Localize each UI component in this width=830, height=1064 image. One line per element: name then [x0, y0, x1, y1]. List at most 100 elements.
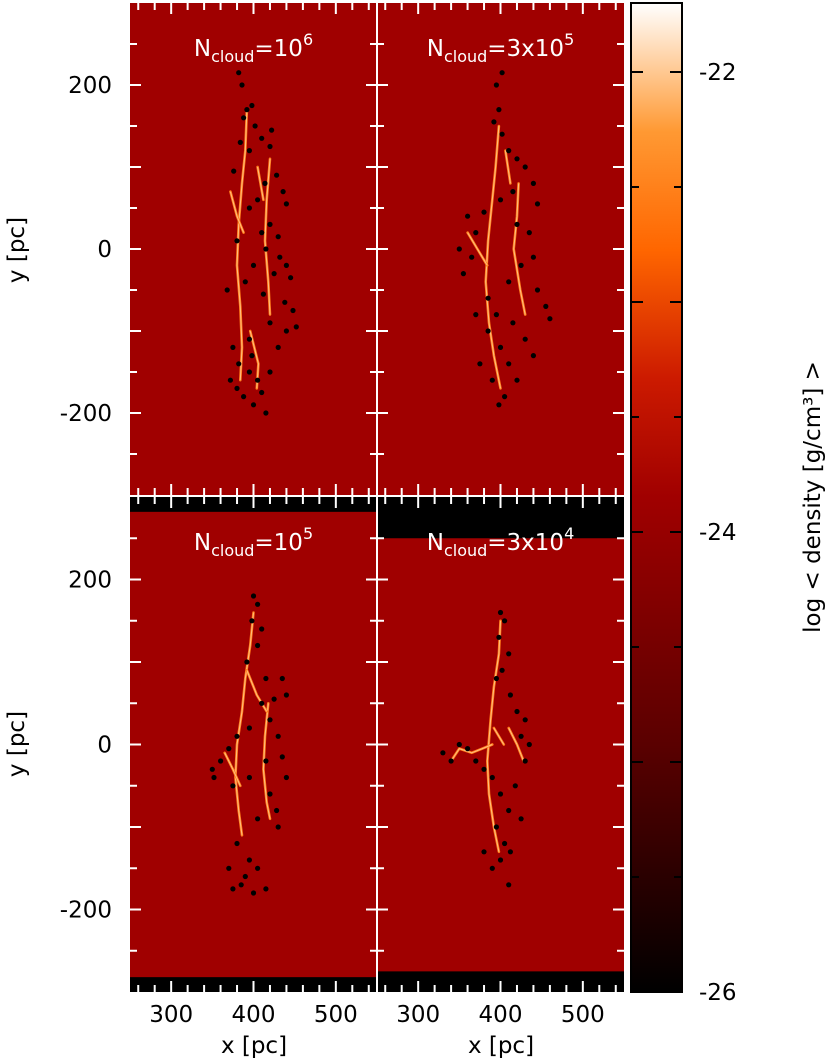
panel-title: Ncloud=3x104	[427, 524, 575, 560]
sink-particle	[497, 791, 504, 797]
sink-particle	[226, 865, 232, 871]
sink-particle	[267, 320, 273, 326]
panel-ticks	[377, 497, 624, 992]
filament-core	[450, 744, 493, 762]
x-axis-label-left: x [pc]	[221, 1033, 287, 1059]
sink-particle	[263, 246, 269, 252]
sink-particle	[250, 262, 257, 268]
sink-particle	[279, 754, 285, 760]
sink-particle	[241, 115, 247, 121]
sink-particle	[249, 353, 255, 359]
sink-particle	[465, 746, 471, 752]
sink-particle	[267, 717, 273, 723]
sink-particle	[473, 758, 479, 764]
sink-particle	[497, 857, 504, 863]
sink-particle	[230, 886, 236, 892]
sink-particle	[514, 708, 520, 715]
sink-particle	[275, 824, 281, 830]
sink-particle	[263, 675, 269, 682]
sink-particle	[271, 271, 277, 277]
sink-particle	[506, 651, 512, 657]
sink-particle	[282, 299, 288, 305]
filament-core	[513, 183, 526, 315]
title-sup: 4	[564, 524, 574, 543]
sink-particle	[514, 377, 520, 383]
sink-particle	[227, 377, 233, 383]
sink-particle	[267, 369, 273, 375]
sink-particle	[242, 279, 248, 285]
sink-particle	[485, 328, 491, 334]
colorbar-tick-label: -22	[699, 60, 737, 86]
sink-particle	[526, 741, 532, 748]
sink-particle	[250, 890, 257, 896]
title-eq: =10	[254, 36, 303, 62]
sink-particle	[493, 675, 499, 682]
sink-particle	[237, 139, 243, 145]
sink-particle	[255, 865, 261, 871]
sink-particle	[252, 123, 258, 129]
density-field	[377, 3, 624, 495]
panel-3: Ncloud=105	[130, 497, 377, 992]
sink-particle	[506, 807, 512, 814]
filament-core	[236, 109, 248, 381]
sink-particle	[489, 377, 495, 383]
sink-particle	[230, 783, 236, 789]
sink-particle	[493, 82, 499, 88]
sink-particle	[481, 209, 487, 215]
sink-particle	[522, 717, 528, 723]
panel-title: Ncloud=3x105	[427, 30, 575, 66]
sink-particle	[514, 156, 520, 162]
sink-particle	[288, 275, 294, 281]
sink-particle	[465, 213, 471, 219]
sink-particle	[259, 135, 265, 141]
filament-core	[508, 727, 525, 762]
sink-particle	[534, 287, 541, 293]
filament-core	[262, 703, 271, 819]
sink-particle	[456, 741, 462, 748]
sink-particle	[497, 609, 504, 616]
sink-particle	[246, 725, 252, 731]
sink-particle	[263, 886, 269, 892]
sink-particle	[497, 344, 504, 350]
panel-title: Ncloud=106	[194, 30, 313, 66]
y-axis-label-top: y [pc]	[4, 217, 30, 283]
sink-particle	[506, 361, 512, 367]
sink-particle	[530, 254, 537, 260]
panel-separators	[130, 3, 624, 992]
sink-particle	[275, 234, 281, 240]
sink-particle	[481, 849, 487, 855]
title-sup: 5	[564, 30, 574, 49]
sink-particle	[274, 807, 280, 814]
sink-particle	[283, 774, 289, 781]
sink-particle	[259, 700, 265, 706]
sink-particle	[241, 394, 247, 400]
sink-particle	[242, 873, 248, 880]
sink-particle	[211, 774, 217, 781]
sink-particle	[269, 127, 275, 133]
sink-particle	[477, 361, 483, 367]
sink-particle	[491, 119, 497, 125]
sink-particle	[293, 324, 299, 330]
sink-particle	[506, 882, 512, 888]
filament-core	[493, 727, 505, 745]
title-main: N	[194, 36, 211, 62]
sink-particle	[259, 626, 265, 632]
sink-particle	[231, 168, 237, 174]
colorbar-tick-label: -26	[699, 980, 737, 1006]
sink-particle	[236, 70, 242, 76]
sink-particle	[530, 180, 537, 186]
density-field	[130, 511, 377, 978]
filament-core	[264, 158, 271, 315]
sink-particle	[522, 758, 528, 764]
y-tick-label: 0	[97, 237, 112, 263]
sink-particle	[255, 197, 261, 203]
sink-particle	[514, 221, 520, 227]
sink-particle	[280, 189, 286, 195]
sink-particle	[250, 402, 257, 408]
title-eq: =10	[254, 530, 303, 556]
sink-particle	[496, 634, 502, 640]
sink-particle	[283, 328, 289, 334]
title-sub: cloud	[211, 47, 254, 66]
sink-particle	[246, 369, 252, 375]
sink-particle	[249, 102, 255, 109]
